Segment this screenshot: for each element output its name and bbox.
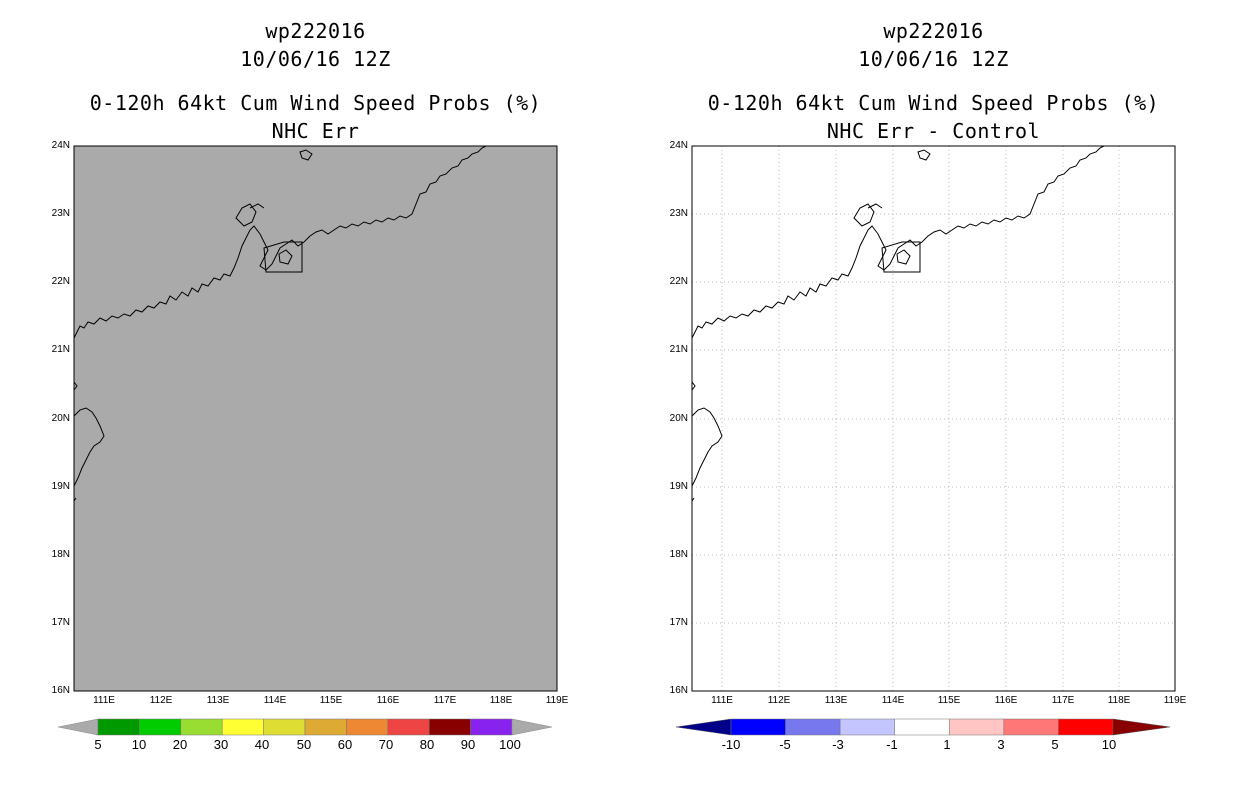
left-lat-label: 23N [51, 208, 70, 219]
right-lat-label: 23N [669, 208, 688, 219]
left-lon-label: 118E [489, 695, 513, 706]
right-lon-label: 115E [937, 695, 961, 706]
right-coastline [691, 145, 1105, 502]
right-lon-label: 113E [824, 695, 848, 706]
left-colorbar-swatch [304, 718, 347, 736]
left-lat-label: 24N [51, 140, 70, 151]
right-title-storm-id: wp222016 [883, 19, 984, 43]
left-lon-label: 119E [545, 695, 569, 706]
left-colorbar-label: 40 [254, 737, 270, 752]
left-lat-label: 20N [51, 413, 70, 424]
left-lon-label: 113E [206, 695, 230, 706]
right-lat-label: 24N [669, 140, 688, 151]
left-colorbar-under-arrow [57, 718, 99, 736]
right-colorbar [675, 718, 1171, 736]
right-lon-label: 116E [994, 695, 1018, 706]
left-colorbar-swatch [428, 718, 471, 736]
right-colorbar-swatch [785, 718, 841, 736]
right-colorbar-label: 1 [943, 737, 951, 752]
left-colorbar [57, 718, 553, 736]
left-map-plot [73, 145, 558, 692]
right-lat-label: 17N [669, 617, 688, 628]
left-lon-label: 111E [93, 695, 115, 706]
left-colorbar-swatch [263, 718, 306, 736]
left-colorbar-label: 80 [419, 737, 435, 752]
left-colorbar-label: 30 [213, 737, 229, 752]
right-lon-label: 111E [711, 695, 733, 706]
left-lon-label: 116E [376, 695, 400, 706]
right-colorbar-label: -10 [721, 737, 741, 752]
right-lat-label: 16N [669, 685, 688, 696]
left-colorbar-swatch [221, 718, 264, 736]
left-lat-label: 19N [51, 481, 70, 492]
right-map-plot [691, 145, 1176, 692]
right-lon-label: 119E [1163, 695, 1187, 706]
right-lat-label: 22N [669, 276, 688, 287]
right-lat-label: 20N [669, 413, 688, 424]
left-colorbar-label: 5 [94, 737, 102, 752]
right-lat-label: 18N [669, 549, 688, 560]
left-colorbar-swatch [346, 718, 389, 736]
right-colorbar-swatch [894, 718, 950, 736]
right-lat-label: 19N [669, 481, 688, 492]
left-lon-label: 114E [263, 695, 287, 706]
left-lat-label: 17N [51, 617, 70, 628]
right-colorbar-label: 10 [1101, 737, 1117, 752]
left-colorbar-label: 60 [337, 737, 353, 752]
right-colorbar-label: -1 [886, 737, 898, 752]
left-colorbar-label: 100 [499, 737, 521, 752]
left-title-datetime: 10/06/16 12Z [240, 47, 391, 71]
left-colorbar-label: 20 [172, 737, 188, 752]
left-lon-label: 117E [433, 695, 457, 706]
right-title-datetime: 10/06/16 12Z [858, 47, 1009, 71]
right-colorbar-swatches [730, 718, 1114, 736]
right-colorbar-label: 5 [1051, 737, 1059, 752]
left-colorbar-swatch [387, 718, 430, 736]
left-colorbar-label: 50 [296, 737, 312, 752]
right-colorbar-swatch [949, 718, 1005, 736]
left-colorbar-over-arrow [511, 718, 553, 736]
left-colorbar-label: 10 [131, 737, 147, 752]
left-map-background [74, 146, 557, 691]
left-lon-label: 115E [319, 695, 343, 706]
right-colorbar-label: -5 [779, 737, 791, 752]
left-lat-label: 22N [51, 276, 70, 287]
right-gridlines [692, 146, 1175, 691]
left-colorbar-swatch [470, 718, 513, 736]
left-title-subtitle: NHC Err [271, 119, 360, 143]
left-colorbar-label: 90 [460, 737, 476, 752]
left-lat-label: 16N [51, 685, 70, 696]
right-lon-label: 117E [1051, 695, 1075, 706]
right-lon-label: 114E [881, 695, 905, 706]
right-lat-label: 21N [669, 344, 688, 355]
left-title-product: 0-120h 64kt Cum Wind Speed Probs (%) [89, 91, 542, 115]
left-lon-label: 112E [149, 695, 173, 706]
left-lat-label: 21N [51, 344, 70, 355]
right-title-product: 0-120h 64kt Cum Wind Speed Probs (%) [707, 91, 1160, 115]
right-lon-label: 118E [1107, 695, 1131, 706]
left-title-storm-id: wp222016 [265, 19, 366, 43]
left-colorbar-swatch [180, 718, 223, 736]
right-lon-label: 112E [767, 695, 791, 706]
right-colorbar-swatch [730, 718, 786, 736]
left-coastline [73, 145, 487, 502]
left-colorbar-swatches [97, 718, 513, 736]
right-colorbar-over-arrow [1112, 718, 1171, 736]
right-colorbar-swatch [1003, 718, 1059, 736]
right-colorbar-label: 3 [997, 737, 1005, 752]
left-colorbar-label: 70 [378, 737, 394, 752]
left-lat-label: 18N [51, 549, 70, 560]
right-colorbar-swatch [1058, 718, 1114, 736]
left-colorbar-swatch [97, 718, 140, 736]
right-colorbar-label: -3 [832, 737, 844, 752]
right-colorbar-swatch [839, 718, 895, 736]
right-colorbar-under-arrow [675, 718, 732, 736]
right-title-subtitle: NHC Err - Control [826, 119, 1041, 143]
left-colorbar-swatch [139, 718, 182, 736]
